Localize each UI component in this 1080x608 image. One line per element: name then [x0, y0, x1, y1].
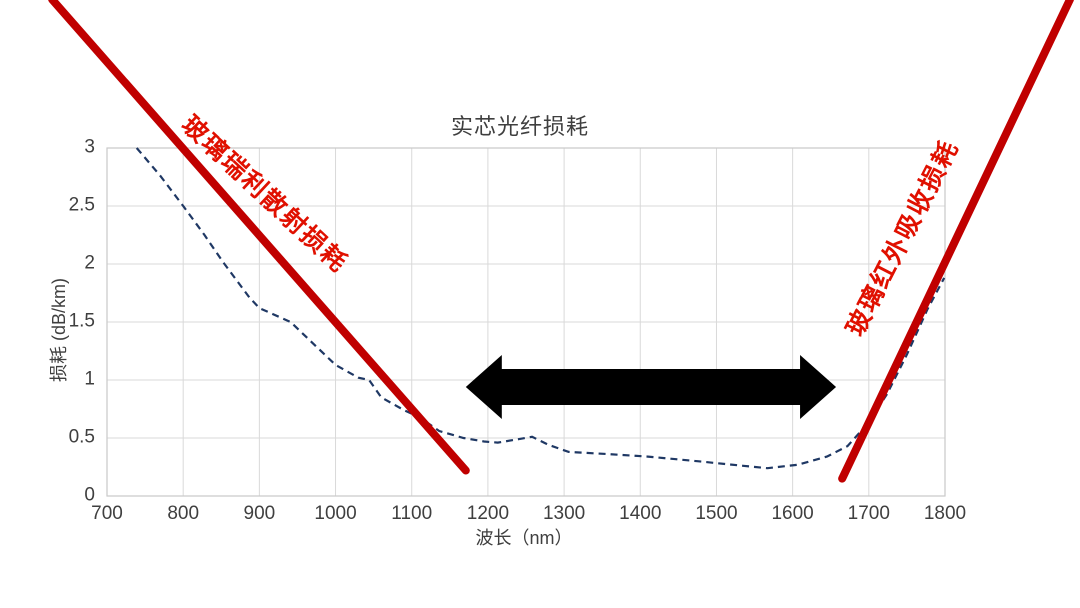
y-tick-label: 2.5	[68, 194, 95, 216]
x-tick-label: 1500	[695, 503, 738, 524]
x-tick-label: 1800	[923, 503, 967, 524]
x-tick-label: 800	[167, 503, 200, 524]
y-tick-label: 3	[84, 136, 95, 158]
y-tick-label: 1.5	[68, 310, 95, 332]
x-tick-label: 700	[91, 503, 123, 524]
x-tick-label: 900	[243, 503, 276, 524]
low-loss-window-arrow	[465, 354, 837, 419]
chart-title: 实芯光纤损耗	[450, 114, 590, 139]
x-tick-label: 1600	[771, 503, 814, 524]
x-axis-title: 波长（nm）	[475, 528, 573, 548]
y-tick-label: 0.5	[68, 426, 95, 448]
plot-border	[106, 147, 946, 497]
x-tick-label: 1400	[619, 503, 662, 524]
infrared-absorption-line	[838, 0, 1074, 483]
fiber-loss-curve	[135, 147, 946, 470]
y-tick-label: 2	[84, 252, 95, 274]
x-tick-label: 1700	[847, 503, 890, 524]
y-tick-label: 0	[84, 484, 95, 506]
rayleigh-scattering-line	[48, 0, 470, 475]
y-tick-label: 1	[84, 368, 95, 390]
x-tick-label: 1200	[466, 503, 510, 524]
x-tick-label: 1100	[391, 503, 433, 524]
x-tick-label: 1000	[314, 503, 357, 524]
x-tick-label: 1300	[542, 503, 586, 524]
